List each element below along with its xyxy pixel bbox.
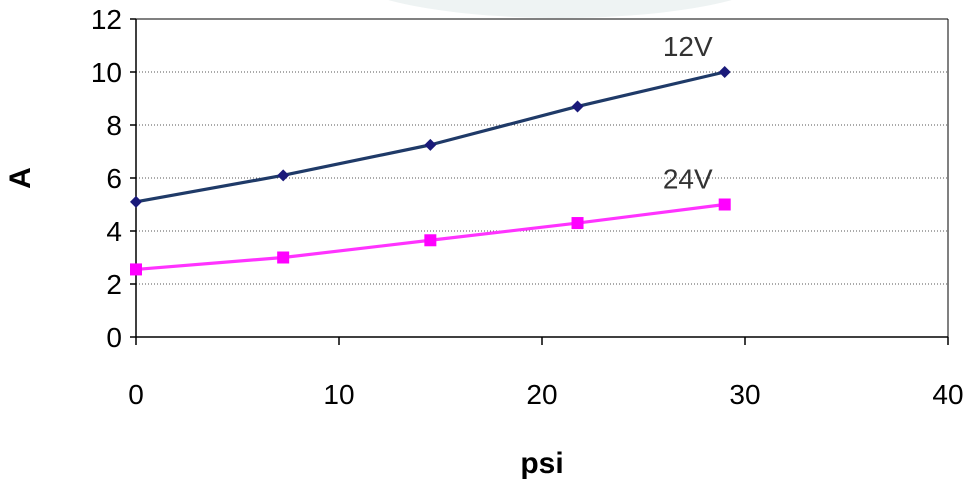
x-tick-label: 20 [526,379,557,410]
background-decoration [388,0,732,18]
data-point-24V [571,217,584,230]
data-point-12V [424,138,437,151]
y-tick-label: 2 [106,269,122,300]
x-axis-title: psi [520,447,563,480]
series-label-12V: 12V [663,31,713,62]
y-tick-label: 0 [106,322,122,353]
background-arc [388,0,732,18]
data-point-24V [424,234,437,247]
x-tick-label: 40 [932,379,963,410]
y-axis-title: A [4,167,37,189]
y-tick-label: 10 [91,57,122,88]
series-line-12V [135,70,726,204]
data-point-12V [277,169,290,182]
y-tick-label: 4 [106,216,122,247]
axes [130,18,949,345]
y-tick-labels: 0 2 4 6 8 10 12 [91,4,122,353]
x-tick-label: 0 [128,379,144,410]
series-label-24V: 24V [663,164,713,195]
y-tick-label: 6 [106,163,122,194]
data-point-24V [718,198,731,211]
data-point-24V [277,251,290,264]
series-layer [130,66,731,276]
data-point-12V [130,195,142,208]
gridlines [136,18,948,285]
y-tick-label: 8 [106,110,122,141]
data-point-12V [571,100,584,113]
series-labels: 12V 24V [663,31,713,195]
y-tick-label: 12 [91,4,122,35]
data-point-24V [130,263,142,276]
x-tick-label: 30 [729,379,760,410]
x-tick-labels: 0 10 20 30 40 [128,379,963,410]
data-point-12V [718,66,731,78]
x-tick-label: 10 [323,379,354,410]
